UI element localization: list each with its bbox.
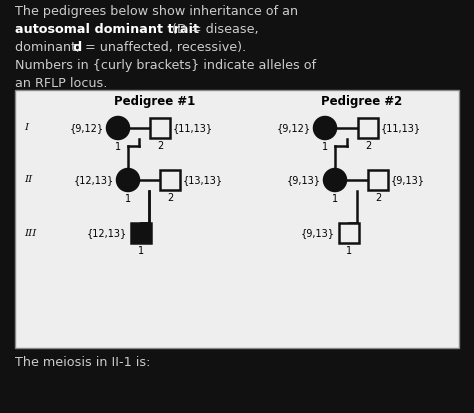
Text: {9,13}: {9,13}: [301, 228, 335, 238]
Text: Pedigree #2: Pedigree #2: [321, 95, 402, 108]
Text: dominant;: dominant;: [15, 41, 84, 54]
Text: 1: 1: [346, 246, 352, 256]
Text: d: d: [72, 41, 81, 54]
Text: = unaffected, recessive).: = unaffected, recessive).: [81, 41, 246, 54]
Bar: [358, 118, 378, 138]
Text: autosomal dominant trait: autosomal dominant trait: [15, 23, 199, 36]
Text: III: III: [24, 228, 36, 237]
Text: 2: 2: [157, 141, 163, 151]
Circle shape: [117, 169, 139, 191]
Text: 1: 1: [115, 142, 121, 152]
Text: 2: 2: [375, 193, 381, 203]
Text: {13,13}: {13,13}: [183, 175, 223, 185]
Text: 2: 2: [365, 141, 371, 151]
Circle shape: [314, 117, 336, 139]
Text: Numbers in {curly brackets} indicate alleles of: Numbers in {curly brackets} indicate all…: [15, 59, 316, 72]
Bar: [15, 90, 459, 348]
Text: 1: 1: [138, 246, 144, 256]
Text: {9,12}: {9,12}: [277, 123, 311, 133]
Text: 2: 2: [167, 193, 173, 203]
Circle shape: [324, 169, 346, 191]
Text: {11,13}: {11,13}: [381, 123, 421, 133]
Text: {9,13}: {9,13}: [287, 175, 321, 185]
Text: 1: 1: [322, 142, 328, 152]
Text: an RFLP locus.: an RFLP locus.: [15, 77, 108, 90]
Text: Pedigree #1: Pedigree #1: [114, 95, 196, 108]
Bar: [368, 170, 388, 190]
Text: The pedigrees below show inheritance of an: The pedigrees below show inheritance of …: [15, 5, 298, 18]
Text: II: II: [24, 176, 32, 185]
Text: 1: 1: [125, 194, 131, 204]
Text: {9,12}: {9,12}: [70, 123, 104, 133]
Text: {12,13}: {12,13}: [74, 175, 114, 185]
Text: I: I: [24, 123, 28, 133]
Bar: [160, 170, 180, 190]
Text: 1: 1: [332, 194, 338, 204]
Bar: [150, 118, 170, 138]
Circle shape: [107, 117, 129, 139]
Bar: [131, 223, 151, 243]
Text: {12,13}: {12,13}: [87, 228, 127, 238]
Text: The meiosis in II-1 is:: The meiosis in II-1 is:: [15, 356, 151, 369]
Bar: [339, 223, 359, 243]
Text: {11,13}: {11,13}: [173, 123, 213, 133]
Text: {9,13}: {9,13}: [391, 175, 425, 185]
Text: (D = disease,: (D = disease,: [168, 23, 259, 36]
